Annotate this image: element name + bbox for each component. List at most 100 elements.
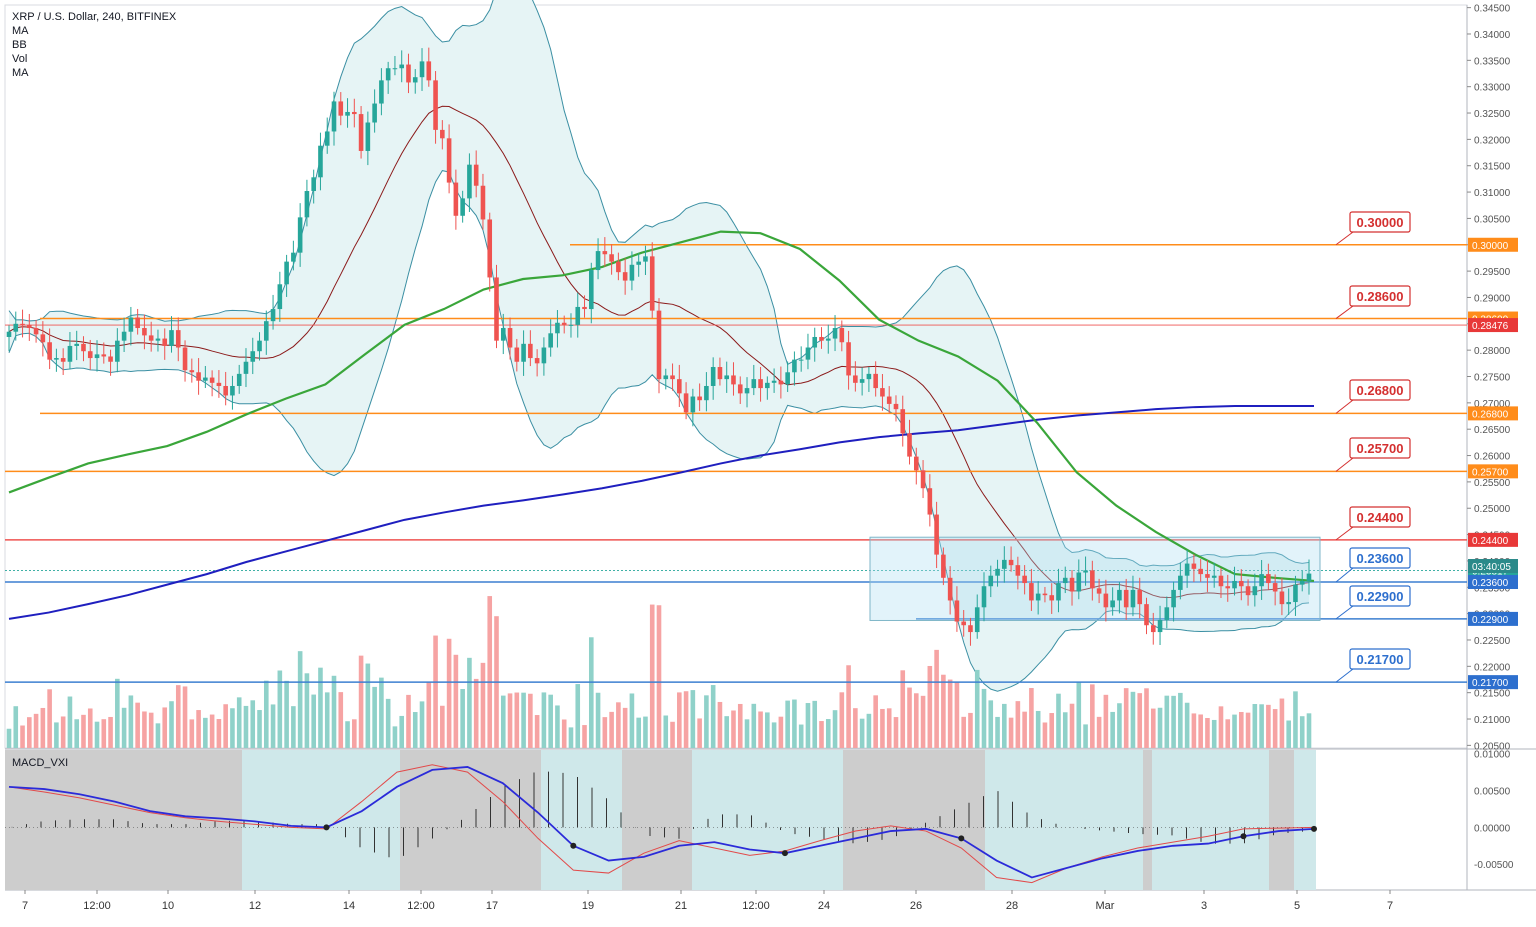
macd-cross-dot <box>570 842 577 849</box>
time-tick-label: 12:00 <box>742 900 770 912</box>
candle-body <box>900 409 906 434</box>
macd-cross-dot <box>323 824 330 831</box>
volume-bar <box>1008 717 1014 748</box>
candle-body <box>521 343 526 362</box>
candle-body <box>1076 572 1082 592</box>
candle-body <box>988 575 994 587</box>
candle-body <box>209 377 215 383</box>
volume-bar <box>6 728 12 748</box>
price-tick-label: 0.32000 <box>1474 135 1511 146</box>
volume-bar <box>47 689 52 748</box>
candle-body <box>825 338 831 341</box>
legend-indicator-ma: MA <box>12 25 29 37</box>
volume-bar <box>480 662 486 748</box>
candle-body <box>704 385 709 401</box>
volume-bar <box>981 688 987 748</box>
volume-bar <box>175 685 181 748</box>
price-tick-label: 0.20500 <box>1474 741 1511 752</box>
volume-bar <box>419 701 425 748</box>
time-tick-label: 17 <box>486 900 498 912</box>
volume-bar <box>710 685 716 748</box>
candle-body <box>710 367 716 386</box>
volume-bar <box>1225 719 1231 748</box>
candle-body <box>392 68 398 70</box>
candle-body <box>792 359 797 373</box>
volume-bar <box>365 663 371 748</box>
candle-body <box>440 129 445 139</box>
volume-bar <box>426 681 432 748</box>
volume-bar <box>663 715 669 748</box>
volume-bar <box>588 637 594 748</box>
candle-body <box>1184 563 1190 576</box>
price-axis-tag-label: 0.21700 <box>1472 678 1509 689</box>
candle-body <box>582 306 587 310</box>
candle-body <box>819 336 824 341</box>
candle-body <box>920 470 926 489</box>
volume-bar <box>223 704 228 748</box>
candle-body <box>771 380 777 383</box>
volume-bar <box>304 673 310 748</box>
candle-body <box>324 131 330 146</box>
volume-bar <box>203 717 208 748</box>
macd-cross-dot <box>958 835 965 842</box>
volume-bar <box>324 692 330 748</box>
volume-bar <box>467 657 472 748</box>
volume-bar <box>819 721 824 748</box>
candle-body <box>528 343 533 359</box>
price-tick-label: 0.26500 <box>1474 425 1511 436</box>
candle-body <box>277 284 283 310</box>
volume-bar <box>541 692 547 748</box>
volume-bar <box>1117 703 1122 748</box>
volume-bar <box>1015 701 1021 748</box>
countdown-label: 03:40:05 <box>1472 562 1511 573</box>
ma-slow-line <box>8 405 1314 620</box>
volume-bar <box>1130 691 1136 748</box>
volume-bar <box>886 708 892 748</box>
volume-bar <box>677 692 682 748</box>
time-tick-label: 28 <box>1006 900 1018 912</box>
candle-body <box>446 138 452 183</box>
volume-bar <box>778 716 784 748</box>
candle-body <box>778 380 784 385</box>
volume-bar <box>352 719 357 748</box>
volume-bar <box>1069 703 1075 748</box>
volume-bar <box>798 724 804 748</box>
candle-body <box>541 347 547 364</box>
callout-box <box>1349 547 1411 569</box>
volume-bar <box>758 711 763 748</box>
volume-bar <box>941 674 946 748</box>
volume-bar <box>812 700 818 748</box>
volume-bar <box>500 695 506 748</box>
candle-body <box>500 328 506 341</box>
price-axis-tag-label: 0.23600 <box>1472 578 1509 589</box>
volume-bar <box>507 693 513 748</box>
volume-bar <box>704 695 709 748</box>
consolidation-box <box>869 536 1321 621</box>
volume-bar <box>609 711 614 748</box>
volume-bar <box>318 667 323 748</box>
macd-line <box>8 766 1315 879</box>
candle-body <box>873 373 878 389</box>
candle-body <box>331 101 337 132</box>
candle-body <box>507 328 513 348</box>
volume-bar <box>1110 711 1115 748</box>
price-tick-label: 0.29000 <box>1474 293 1511 304</box>
candle-body <box>1096 588 1102 594</box>
candle-body <box>1293 584 1298 603</box>
candle-body <box>1178 575 1183 590</box>
callout-label: 0.30000 <box>1357 215 1404 230</box>
candle-body <box>196 372 201 381</box>
candle-body <box>128 317 134 332</box>
volume-bar <box>1171 695 1176 748</box>
candle-body <box>941 554 946 578</box>
candle-body <box>514 347 520 362</box>
candle-body <box>121 331 127 341</box>
volume-bar <box>961 716 966 748</box>
legend-symbol: XRP / U.S. Dollar, 240, BITFINEX <box>12 11 177 23</box>
candle-body <box>595 251 601 271</box>
macd-cross-dot <box>781 850 788 857</box>
candle-body <box>927 488 933 515</box>
volume-bar <box>94 721 100 748</box>
callout-label: 0.25700 <box>1357 441 1404 456</box>
